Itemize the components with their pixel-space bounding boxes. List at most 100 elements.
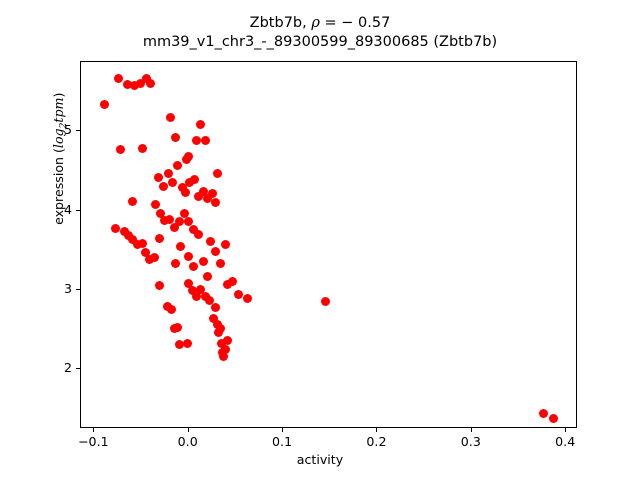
scatter-points-layer — [81, 62, 576, 427]
y-axis-label-suffix: ) — [51, 92, 67, 98]
scatter-point — [171, 259, 181, 269]
scatter-point — [216, 259, 226, 269]
scatter-point — [192, 291, 202, 301]
scatter-point — [159, 181, 169, 191]
scatter-point — [145, 254, 155, 264]
scatter-point — [175, 217, 185, 227]
scatter-point — [136, 79, 146, 89]
scatter-point — [155, 280, 165, 290]
y-axis-tick-label: 4 — [63, 201, 72, 217]
scatter-point — [171, 133, 181, 143]
scatter-point — [184, 278, 194, 288]
scatter-point — [176, 242, 186, 252]
title-equals: = — [319, 15, 342, 31]
x-axis-tick-mark — [187, 428, 189, 432]
scatter-point — [123, 80, 133, 90]
scatter-point — [196, 119, 206, 129]
scatter-point — [223, 336, 233, 346]
x-axis-tick-label: −0.1 — [78, 434, 109, 449]
scatter-point — [111, 223, 121, 233]
scatter-point — [181, 188, 191, 198]
scatter-point — [164, 169, 174, 179]
scatter-point — [196, 284, 206, 294]
scatter-point — [128, 234, 138, 244]
scatter-point — [211, 303, 221, 313]
scatter-point — [189, 225, 199, 235]
scatter-point — [208, 189, 218, 199]
scatter-point — [243, 294, 253, 304]
plot-axes-frame — [80, 61, 577, 428]
scatter-point — [221, 239, 231, 249]
scatter-point — [228, 277, 238, 287]
y-axis-label-log: log — [51, 128, 67, 149]
y-axis-label-prefix: expression ( — [51, 148, 67, 225]
title-gene-name: Zbtb7b — [249, 15, 303, 31]
scatter-point — [205, 295, 215, 305]
scatter-point — [170, 222, 180, 232]
title-separator: , — [302, 15, 312, 31]
x-axis-tick-mark — [565, 428, 567, 432]
scatter-point — [211, 247, 221, 257]
scatter-point — [190, 174, 200, 184]
scatter-point — [150, 253, 160, 263]
scatter-point — [168, 177, 178, 187]
scatter-point — [100, 100, 110, 110]
x-axis-tick-label: 0.0 — [177, 434, 198, 449]
scatter-point — [146, 78, 156, 88]
scatter-point — [154, 172, 164, 182]
scatter-point — [203, 272, 213, 282]
scatter-point — [216, 324, 226, 334]
plot-title-line-2: mm39_v1_chr3_-_89300599_89300685 (Zbtb7b… — [142, 34, 498, 50]
y-axis-label: expression (log2tpm) — [51, 39, 69, 279]
y-axis-tick-mark — [76, 289, 80, 291]
scatter-point — [114, 73, 124, 83]
x-axis-tick-label: 0.2 — [366, 434, 387, 449]
scatter-point — [221, 344, 231, 354]
scatter-point — [185, 178, 195, 188]
scatter-point — [189, 262, 199, 272]
scatter-point — [128, 196, 138, 206]
scatter-point — [184, 216, 194, 226]
scatter-point — [194, 230, 204, 240]
y-axis-tick-label: 3 — [63, 281, 72, 297]
scatter-point — [217, 338, 227, 348]
x-axis-tick-label: 0.1 — [272, 434, 293, 449]
scatter-point — [194, 191, 204, 201]
scatter-point — [141, 248, 151, 258]
scatter-point — [178, 183, 188, 192]
y-axis-tick-mark — [76, 130, 80, 132]
y-axis-label-tpm: tpm — [51, 97, 67, 123]
scatter-point — [183, 338, 193, 348]
scatter-point — [167, 304, 177, 314]
scatter-point — [165, 214, 175, 224]
scatter-point — [192, 135, 202, 145]
scatter-point — [321, 296, 331, 306]
scatter-point — [160, 215, 170, 225]
scatter-point — [138, 238, 148, 248]
scatter-point — [182, 155, 192, 165]
scatter-point — [203, 194, 213, 204]
x-axis-tick-label: 0.3 — [460, 434, 481, 449]
scatter-point — [151, 200, 161, 210]
scatter-point — [234, 289, 244, 299]
scatter-point — [188, 286, 198, 296]
scatter-point — [206, 237, 216, 247]
scatter-point — [549, 413, 559, 423]
scatter-point — [201, 136, 211, 146]
x-axis-tick-label: 0.4 — [555, 434, 576, 449]
title-rho-value: − 0.57 — [341, 15, 391, 31]
scatter-point — [219, 351, 229, 361]
scatter-point — [173, 161, 183, 171]
scatter-point — [539, 409, 549, 419]
scatter-point — [173, 322, 183, 332]
scatter-point — [156, 209, 166, 219]
x-axis-tick-mark — [282, 428, 284, 432]
scatter-point — [180, 209, 190, 219]
x-axis-tick-mark — [376, 428, 378, 432]
title-rho-symbol: ρ — [311, 15, 320, 31]
scatter-point — [133, 239, 143, 249]
scatter-point — [116, 144, 126, 154]
y-axis-tick-label: 5 — [63, 122, 72, 138]
y-axis-tick-mark — [76, 368, 80, 370]
